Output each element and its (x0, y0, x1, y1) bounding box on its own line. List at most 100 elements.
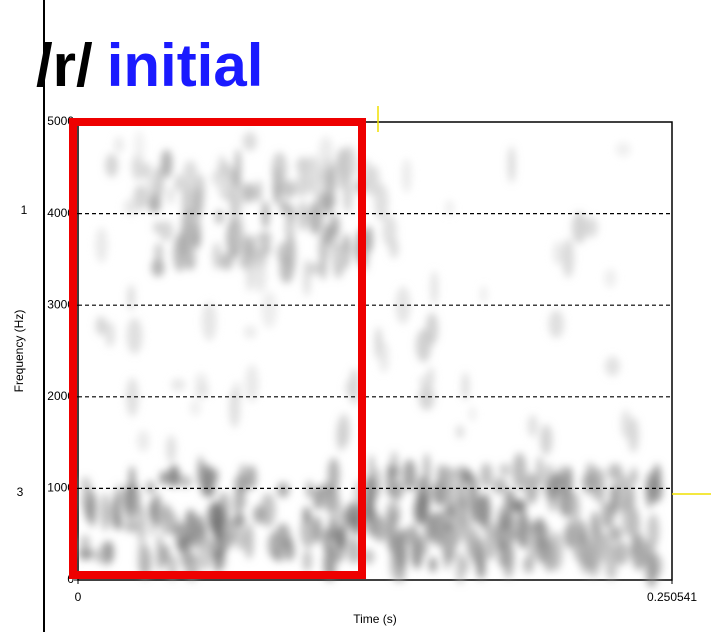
energy-blob (244, 326, 257, 339)
energy-blob (565, 529, 571, 545)
y-axis-label: Frequency (Hz) (12, 310, 26, 393)
energy-blob (462, 469, 473, 484)
energy-blob (198, 534, 214, 570)
energy-blob (278, 549, 284, 562)
energy-blob (235, 149, 241, 188)
energy-blob (134, 131, 144, 162)
energy-blob (185, 249, 196, 265)
energy-blob (336, 422, 346, 451)
energy-blob (182, 219, 194, 255)
energy-blob (437, 464, 447, 489)
energy-blob (462, 557, 468, 573)
energy-blob (439, 511, 448, 548)
energy-blob (469, 407, 476, 422)
energy-blob (242, 183, 256, 203)
energy-blob (159, 221, 174, 242)
energy-blob (387, 463, 393, 497)
energy-blob (480, 286, 487, 303)
chart-title: /r/initial (36, 32, 263, 99)
energy-blob (605, 356, 620, 376)
energy-blob (180, 475, 192, 487)
energy-blob (379, 341, 389, 373)
energy-blob (87, 492, 97, 526)
energy-blob (321, 193, 336, 209)
energy-blob (512, 453, 526, 491)
energy-blob (287, 233, 295, 257)
energy-blob (146, 181, 154, 198)
energy-blob (471, 509, 477, 524)
energy-blob (456, 425, 464, 438)
energy-blob (258, 231, 272, 245)
energy-blob (330, 517, 336, 540)
energy-blob (614, 541, 629, 565)
energy-blob (174, 174, 182, 192)
energy-blob (306, 480, 312, 498)
energy-blob (180, 549, 193, 567)
energy-blob (645, 472, 654, 509)
energy-blob (129, 466, 135, 494)
energy-blob (562, 238, 574, 277)
energy-blob (536, 456, 543, 485)
annotation: 1 (21, 203, 28, 217)
energy-blob (128, 285, 135, 310)
energy-blob (426, 313, 438, 345)
energy-blob (159, 504, 174, 536)
energy-blob (253, 505, 266, 523)
energy-blob (302, 507, 311, 523)
energy-blob (457, 478, 465, 510)
x-axis-label: Time (s) (353, 612, 397, 626)
energy-blob (628, 418, 639, 453)
energy-blob (190, 400, 201, 416)
energy-blob (284, 541, 295, 561)
energy-blob (474, 537, 483, 568)
energy-blob (391, 522, 398, 559)
energy-blob (105, 154, 118, 178)
energy-blob (402, 158, 411, 193)
energy-blob (540, 424, 552, 455)
energy-blob (350, 368, 360, 405)
energy-blob (126, 490, 136, 511)
energy-blob (272, 152, 287, 186)
energy-blob (313, 486, 323, 510)
energy-blob (616, 475, 632, 513)
energy-blob (96, 227, 108, 263)
energy-blob (144, 163, 152, 182)
energy-blob (262, 201, 269, 229)
energy-blob (229, 390, 240, 428)
energy-blob (246, 257, 253, 292)
energy-blob (303, 259, 311, 297)
energy-blob (591, 466, 599, 500)
energy-blob (500, 512, 516, 531)
energy-blob (419, 385, 435, 410)
energy-blob (280, 199, 288, 214)
energy-blob (647, 514, 659, 548)
energy-blob (94, 549, 105, 563)
energy-blob (244, 523, 253, 559)
energy-blob (530, 520, 546, 534)
energy-blob (493, 478, 508, 494)
energy-blob (375, 516, 387, 542)
energy-blob (429, 557, 437, 573)
energy-blob (369, 165, 380, 197)
energy-blob (319, 136, 333, 170)
energy-blob (599, 533, 610, 562)
energy-blob (629, 471, 637, 484)
energy-blob (160, 471, 167, 485)
energy-blob (104, 541, 114, 563)
energy-blob (168, 187, 174, 205)
energy-blob (101, 493, 109, 532)
energy-blob (127, 318, 143, 354)
energy-blob (206, 467, 215, 498)
energy-blob (184, 509, 197, 544)
energy-blob (247, 465, 257, 489)
title-part: initial (107, 32, 264, 99)
energy-blob (166, 435, 176, 462)
energy-blob (256, 180, 262, 203)
energy-blob (332, 476, 339, 506)
energy-blob (604, 269, 616, 288)
annotation: 3 (17, 485, 24, 499)
energy-blob (499, 463, 510, 476)
energy-blob (151, 259, 164, 277)
energy-blob (480, 463, 493, 488)
energy-blob (202, 302, 217, 341)
